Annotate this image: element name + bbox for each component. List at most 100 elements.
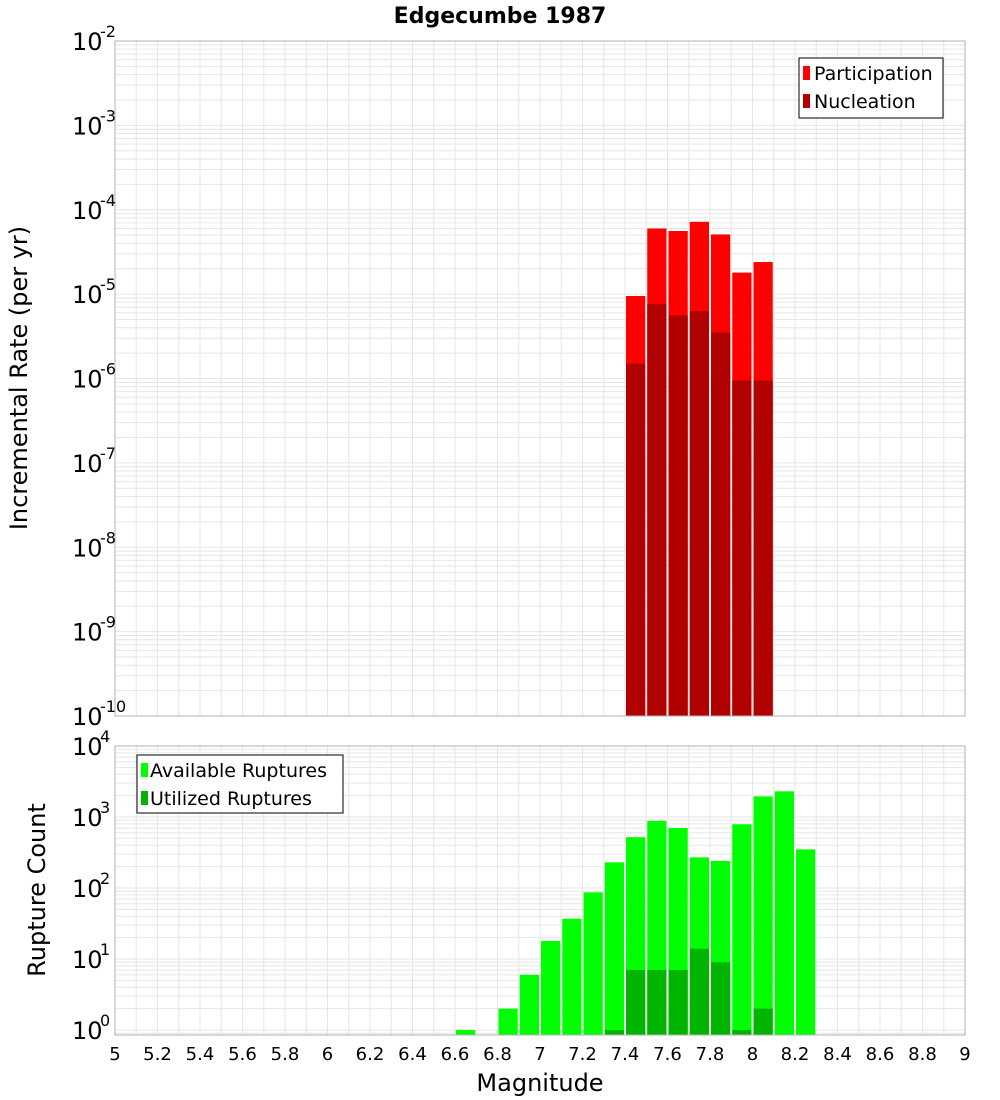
svg-text:-7: -7 bbox=[100, 444, 116, 463]
y-tick-label: 103 bbox=[72, 798, 110, 832]
utilized-ruptures-bar bbox=[604, 1030, 624, 1035]
nucleation-bar bbox=[668, 315, 688, 716]
nucleation-bar bbox=[626, 363, 646, 716]
x-tick-label: 5.2 bbox=[143, 1044, 172, 1065]
svg-text:-3: -3 bbox=[100, 106, 116, 125]
svg-text:10: 10 bbox=[72, 733, 103, 761]
svg-text:10: 10 bbox=[72, 619, 103, 647]
y-tick-label: 10-2 bbox=[72, 22, 116, 56]
svg-text:10: 10 bbox=[72, 534, 103, 562]
svg-text:4: 4 bbox=[100, 727, 110, 746]
y-tick-label: 10-8 bbox=[72, 528, 116, 562]
x-ticks: 5 5.2 5.4 5.6 5.8 6 6.2 6.4 6.6 6.8 7 7.2 7.4 7.6 7.8 8… bbox=[109, 1044, 970, 1065]
y-tick-label: 10-10 bbox=[72, 697, 126, 731]
participation-legend-label: Participation bbox=[814, 63, 933, 85]
x-tick-label: 8.2 bbox=[781, 1044, 810, 1065]
available-ruptures-bar bbox=[753, 796, 773, 1035]
svg-text:0: 0 bbox=[100, 1011, 110, 1030]
top-grid bbox=[114, 41, 966, 717]
y-tick-label: 10-5 bbox=[72, 275, 116, 309]
svg-text:10: 10 bbox=[72, 804, 103, 832]
svg-text:1: 1 bbox=[100, 940, 110, 959]
available-ruptures-legend-swatch bbox=[141, 763, 148, 777]
svg-text:-4: -4 bbox=[100, 191, 116, 210]
nucleation-bar bbox=[711, 332, 731, 716]
available-ruptures-bar bbox=[562, 918, 582, 1035]
y-tick-label: 10-6 bbox=[72, 360, 116, 394]
x-axis-label: Magnitude bbox=[476, 1069, 603, 1097]
svg-text:2: 2 bbox=[100, 869, 110, 888]
utilized-ruptures-bar bbox=[626, 970, 646, 1035]
x-tick-label: 7.8 bbox=[696, 1044, 725, 1065]
nucleation-bar bbox=[732, 380, 752, 716]
available-ruptures-bar bbox=[498, 1008, 518, 1035]
bottom-plot-frame bbox=[114, 745, 966, 1036]
available-ruptures-legend-label: Available Ruptures bbox=[150, 760, 327, 782]
top-legend: Participation Nucleation bbox=[798, 57, 944, 119]
svg-text:3: 3 bbox=[100, 798, 110, 817]
svg-text:10: 10 bbox=[72, 281, 103, 309]
nucleation-bar bbox=[647, 304, 667, 716]
utilized-ruptures-legend-swatch bbox=[141, 791, 148, 805]
available-ruptures-bar bbox=[774, 791, 794, 1035]
x-tick-label: 8.4 bbox=[823, 1044, 852, 1065]
x-tick-label: 6.4 bbox=[398, 1044, 427, 1065]
available-ruptures-bar bbox=[796, 849, 816, 1035]
svg-text:10: 10 bbox=[72, 946, 103, 974]
x-tick-label: 8 bbox=[747, 1044, 758, 1065]
available-ruptures-bar bbox=[604, 862, 624, 1035]
nucleation-legend-label: Nucleation bbox=[814, 91, 916, 113]
svg-text:10: 10 bbox=[72, 28, 103, 56]
nucleation-legend-swatch bbox=[803, 94, 810, 108]
bottom-y-axis-label: Rupture Count bbox=[23, 803, 51, 977]
y-tick-label: 102 bbox=[72, 869, 110, 903]
x-tick-label: 5.6 bbox=[228, 1044, 257, 1065]
y-tick-label: 10-9 bbox=[72, 613, 116, 647]
utilized-ruptures-legend-label: Utilized Ruptures bbox=[150, 788, 312, 810]
svg-text:10: 10 bbox=[72, 197, 103, 225]
bottom-legend-box bbox=[136, 754, 344, 814]
x-tick-label: 6.8 bbox=[483, 1044, 512, 1065]
utilized-ruptures-bar bbox=[689, 948, 709, 1035]
utilized-ruptures-bar bbox=[647, 970, 667, 1035]
utilized-ruptures-bar bbox=[732, 1030, 752, 1035]
top-y-axis-label: Incremental Rate (per yr) bbox=[5, 226, 33, 530]
x-tick-label: 5.4 bbox=[186, 1044, 215, 1065]
available-ruptures-bar bbox=[519, 974, 539, 1035]
x-tick-label: 5.8 bbox=[271, 1044, 300, 1065]
svg-text:10: 10 bbox=[72, 1017, 103, 1045]
available-ruptures-bar bbox=[583, 892, 603, 1035]
participation-legend-swatch bbox=[803, 66, 810, 80]
svg-text:10: 10 bbox=[72, 875, 103, 903]
top-bars bbox=[626, 221, 773, 716]
svg-text:-5: -5 bbox=[100, 275, 116, 294]
x-tick-label: 7.6 bbox=[653, 1044, 682, 1065]
x-tick-label: 5 bbox=[109, 1044, 120, 1065]
available-ruptures-bar bbox=[541, 940, 561, 1035]
bottom-grid bbox=[114, 746, 966, 1035]
top-legend-box bbox=[798, 57, 944, 119]
x-tick-label: 7 bbox=[534, 1044, 545, 1065]
x-tick-label: 6 bbox=[322, 1044, 333, 1065]
x-tick-label: 8.8 bbox=[908, 1044, 937, 1065]
y-tick-label: 101 bbox=[72, 940, 110, 974]
x-tick-label: 6.2 bbox=[356, 1044, 385, 1065]
svg-text:-9: -9 bbox=[100, 613, 116, 632]
svg-text:10: 10 bbox=[72, 112, 103, 140]
bottom-bars bbox=[456, 791, 816, 1035]
utilized-ruptures-bar bbox=[668, 970, 688, 1035]
available-ruptures-bar bbox=[732, 824, 752, 1035]
svg-text:-10: -10 bbox=[100, 697, 126, 716]
bottom-legend: Available Ruptures Utilized Ruptures bbox=[136, 754, 344, 814]
svg-text:10: 10 bbox=[72, 703, 103, 731]
available-ruptures-bar bbox=[456, 1030, 476, 1035]
svg-text:10: 10 bbox=[72, 366, 103, 394]
chart-title: Edgecumbe 1987 bbox=[394, 4, 607, 29]
y-tick-label: 100 bbox=[72, 1011, 110, 1045]
y-tick-label: 10-3 bbox=[72, 106, 116, 140]
svg-text:-6: -6 bbox=[100, 360, 116, 379]
